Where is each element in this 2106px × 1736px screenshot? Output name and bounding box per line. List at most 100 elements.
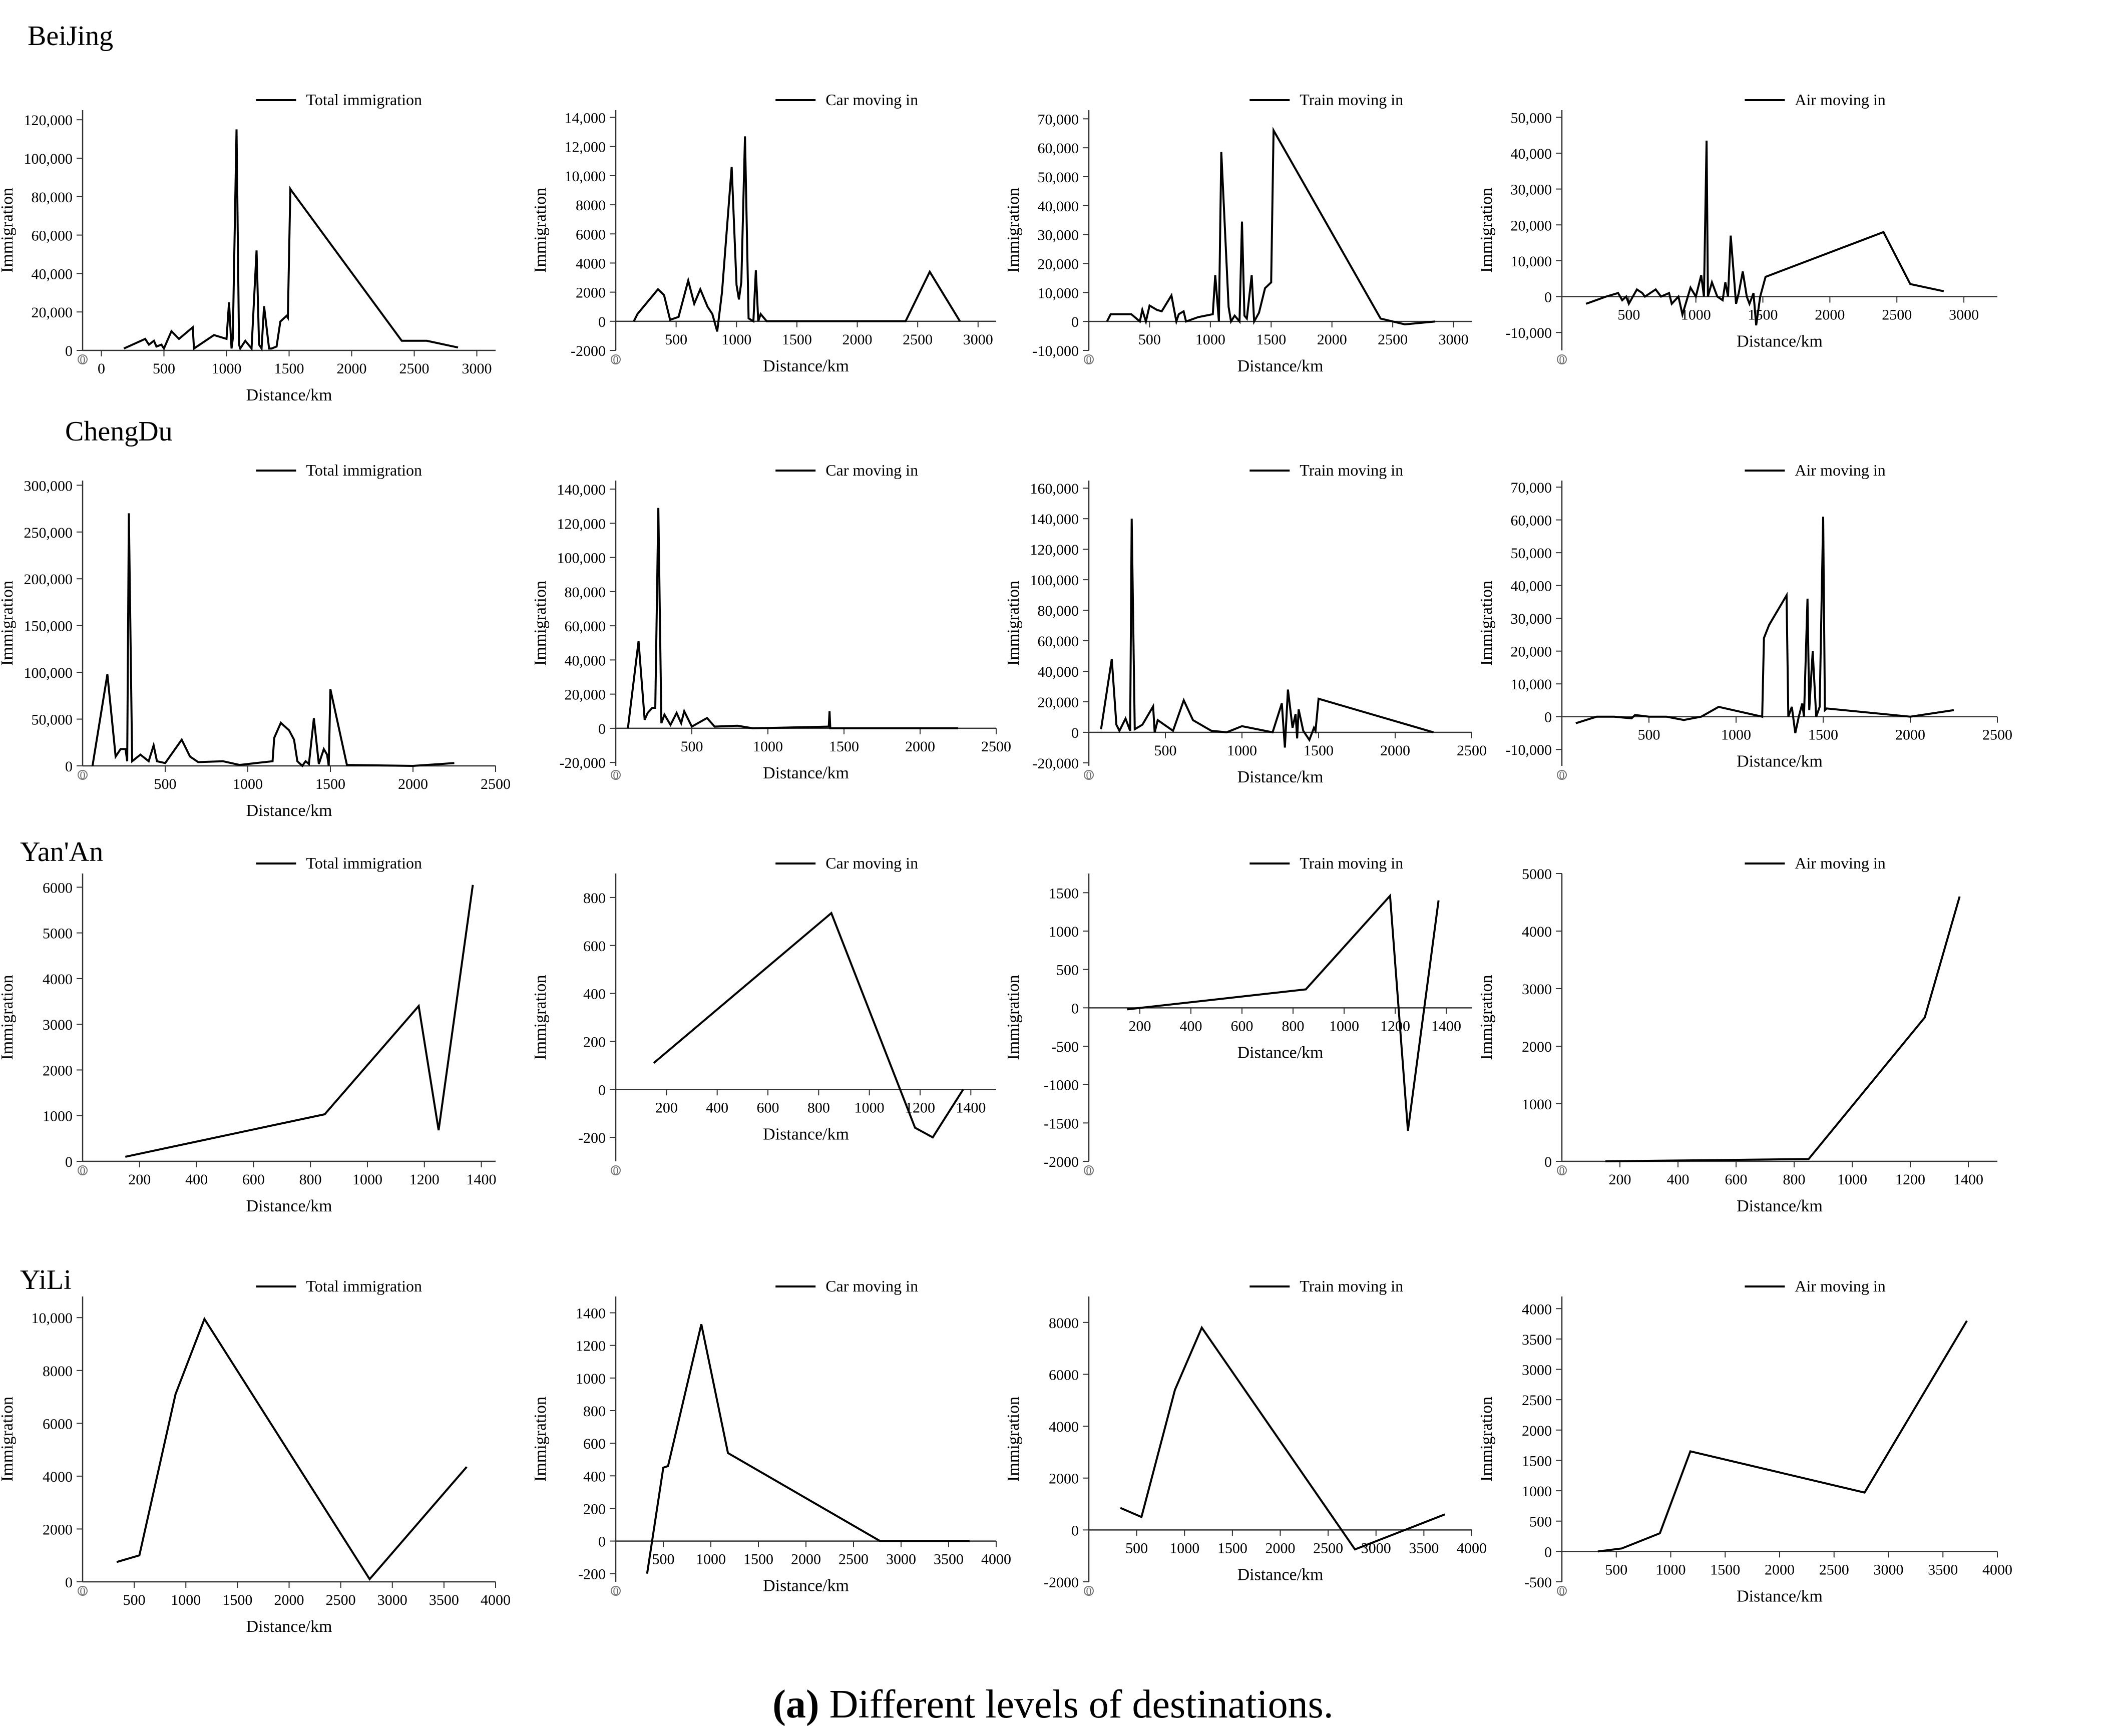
y-tick-label: 0 — [1544, 1154, 1552, 1170]
x-tick-label: 800 — [807, 1099, 830, 1116]
y-tick-label: 0 — [1544, 289, 1552, 306]
x-tick-label: 1500 — [829, 738, 859, 755]
x-tick-label: 2500 — [1982, 727, 2012, 743]
y-axis-title: Immigration — [1004, 1397, 1023, 1482]
x-tick-label: 1000 — [753, 738, 783, 755]
chart-r2-c3: 00 1000 2000 3000 4000 5000 200 400 600 800 1000 12… — [1477, 854, 1997, 1215]
origin-marker — [611, 354, 621, 364]
y-tick-label: 0 — [598, 1082, 606, 1098]
y-tick-label: 0 — [1071, 725, 1079, 741]
x-tick-label: 3000 — [1361, 1540, 1391, 1556]
legend-label: Car moving in — [825, 854, 918, 872]
y-tick-label: 40,000 — [565, 652, 606, 669]
origin-label: 0 — [80, 769, 86, 781]
y-tick-label: 50,000 — [1038, 169, 1079, 186]
x-tick-label: 400 — [1667, 1171, 1690, 1188]
y-tick-label: 140,000 — [1030, 511, 1079, 528]
y-tick-label: 140,000 — [557, 482, 606, 498]
y-tick-label: 20,000 — [1511, 644, 1552, 660]
y-tick-label: 200,000 — [24, 571, 73, 588]
y-tick-label: 4000 — [43, 971, 73, 988]
y-tick-label: 0 — [65, 343, 73, 359]
y-tick-label: -500 — [1051, 1039, 1079, 1055]
origin-label: 0 — [1086, 1585, 1092, 1597]
x-axis-title: Distance/km — [763, 1125, 849, 1143]
legend-label: Air moving in — [1795, 1277, 1885, 1295]
caption-text: Different levels of destinations. — [829, 1682, 1334, 1726]
y-axis-title: Immigration — [531, 975, 550, 1060]
chart-r0-c2: 0 -10,000 0 10,000 20,000 30,000 40,000 50,000 6… — [1004, 91, 1472, 375]
origin-marker — [78, 770, 88, 780]
x-axis-title: Distance/km — [1737, 752, 1823, 771]
legend-label: Train moving in — [1300, 1277, 1403, 1295]
x-tick-label: 1000 — [352, 1171, 382, 1188]
series-line — [627, 508, 958, 729]
series-line — [653, 911, 964, 1139]
series-line — [1120, 1326, 1446, 1551]
x-tick-label: 1000 — [1681, 307, 1711, 323]
x-tick-label: 400 — [185, 1171, 208, 1188]
x-tick-label: 2000 — [1380, 742, 1410, 759]
x-tick-label: 600 — [757, 1099, 779, 1116]
origin-label: 0 — [1086, 353, 1092, 366]
y-tick-label: -2000 — [571, 343, 606, 359]
y-tick-label: 800 — [583, 890, 606, 907]
legend-label: Car moving in — [825, 461, 918, 479]
x-tick-label: 500 — [1638, 727, 1660, 743]
y-tick-label: 60,000 — [565, 618, 606, 635]
x-tick-label: 1400 — [956, 1099, 986, 1116]
x-tick-label: 200 — [655, 1099, 678, 1116]
x-tick-label: 800 — [299, 1171, 322, 1188]
legend-label: Car moving in — [825, 91, 918, 109]
x-tick-label: 800 — [1783, 1171, 1806, 1188]
series-line — [123, 129, 459, 352]
y-tick-label: 0 — [598, 314, 606, 330]
y-axis-title: Immigration — [1477, 1397, 1496, 1482]
origin-label: 0 — [613, 769, 619, 781]
y-axis-title: Immigration — [531, 188, 550, 273]
x-tick-label: 500 — [665, 331, 687, 348]
y-tick-label: -2000 — [1044, 1154, 1079, 1170]
y-axis-title: Immigration — [1004, 975, 1023, 1060]
origin-label: 0 — [1559, 1164, 1565, 1177]
chart-r0-c3: 0 -10,000 0 10,000 20,000 30,000 40,000 50,000 5… — [1477, 91, 1997, 366]
x-tick-label: 2000 — [1765, 1561, 1795, 1578]
x-tick-label: 500 — [123, 1592, 146, 1608]
origin-marker — [1084, 1586, 1094, 1596]
series-line — [633, 136, 961, 332]
y-tick-label: 10,000 — [1038, 285, 1079, 301]
origin-marker — [1084, 354, 1094, 364]
y-axis-title: Immigration — [1477, 188, 1496, 273]
x-tick-label: 2500 — [399, 360, 430, 377]
chart-r2-c0: 00 1000 2000 3000 4000 5000 6000 200 400 600 800 10… — [0, 854, 497, 1215]
x-tick-label: 1400 — [1953, 1171, 1983, 1188]
x-tick-label: 2000 — [1317, 331, 1347, 348]
origin-label: 0 — [80, 1164, 86, 1177]
y-tick-label: 1500 — [1522, 1453, 1552, 1469]
y-tick-label: 80,000 — [1038, 603, 1079, 619]
y-tick-label: 40,000 — [1038, 664, 1079, 680]
y-tick-label: 1000 — [576, 1371, 606, 1387]
x-tick-label: 500 — [154, 776, 177, 792]
figure-caption: (a) Different levels of destinations. — [772, 1682, 1334, 1726]
y-tick-label: 200 — [583, 1501, 606, 1517]
x-tick-label: 1500 — [222, 1592, 252, 1608]
y-tick-label: 400 — [583, 986, 606, 1003]
x-tick-label: 500 — [652, 1551, 675, 1568]
x-tick-label: 1000 — [1837, 1171, 1867, 1188]
legend-label: Train moving in — [1300, 854, 1403, 872]
y-axis-title: Immigration — [1477, 975, 1496, 1060]
x-tick-label: 500 — [1605, 1561, 1627, 1578]
series-line — [1575, 517, 1954, 733]
chart-r3-c0: 00 2000 4000 6000 8000 10,000 500 1000 1500 2000 2… — [0, 1277, 511, 1636]
y-tick-label: 4000 — [1522, 924, 1552, 940]
x-tick-label: 2000 — [843, 331, 873, 348]
y-tick-label: 30,000 — [1511, 182, 1552, 198]
x-tick-label: 200 — [1129, 1018, 1151, 1034]
y-tick-label: 20,000 — [565, 687, 606, 703]
x-tick-label: 1500 — [743, 1551, 773, 1568]
y-axis-title: Immigration — [0, 581, 17, 666]
x-tick-label: 4000 — [981, 1551, 1011, 1568]
y-tick-label: -20,000 — [1033, 755, 1079, 772]
